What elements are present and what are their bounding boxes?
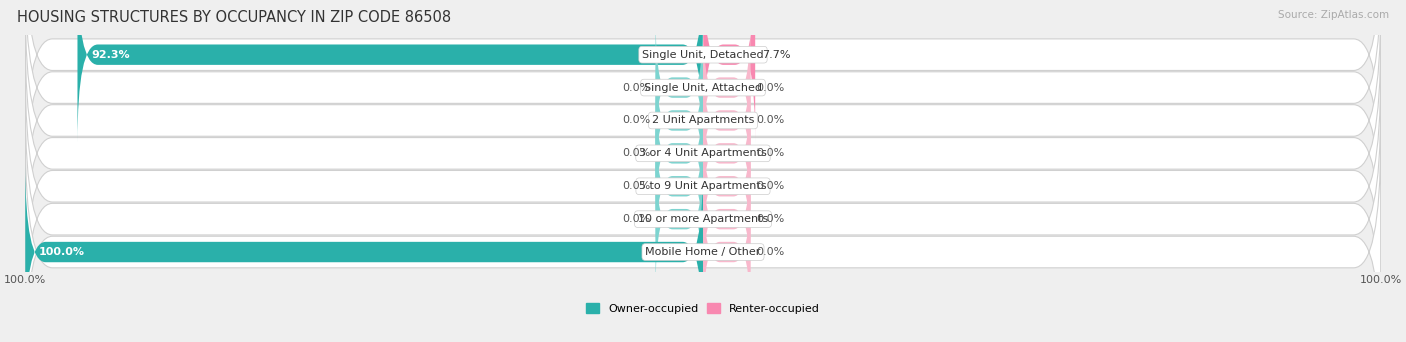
FancyBboxPatch shape <box>703 0 755 143</box>
Text: 5 to 9 Unit Apartments: 5 to 9 Unit Apartments <box>640 181 766 191</box>
Text: 0.0%: 0.0% <box>621 148 650 158</box>
Text: Single Unit, Attached: Single Unit, Attached <box>644 82 762 93</box>
Text: 0.0%: 0.0% <box>621 181 650 191</box>
Text: 7.7%: 7.7% <box>762 50 790 60</box>
FancyBboxPatch shape <box>77 0 703 143</box>
Text: 92.3%: 92.3% <box>91 50 129 60</box>
FancyBboxPatch shape <box>703 49 751 193</box>
Text: 0.0%: 0.0% <box>756 82 785 93</box>
Text: Mobile Home / Other: Mobile Home / Other <box>645 247 761 257</box>
FancyBboxPatch shape <box>655 81 703 225</box>
Legend: Owner-occupied, Renter-occupied: Owner-occupied, Renter-occupied <box>581 299 825 318</box>
FancyBboxPatch shape <box>25 5 1381 236</box>
Text: 0.0%: 0.0% <box>756 181 785 191</box>
Text: 0.0%: 0.0% <box>756 116 785 126</box>
Text: 0.0%: 0.0% <box>756 247 785 257</box>
Text: 0.0%: 0.0% <box>621 116 650 126</box>
FancyBboxPatch shape <box>703 15 751 160</box>
Text: Source: ZipAtlas.com: Source: ZipAtlas.com <box>1278 10 1389 20</box>
FancyBboxPatch shape <box>25 136 1381 342</box>
FancyBboxPatch shape <box>655 114 703 258</box>
FancyBboxPatch shape <box>25 0 1381 203</box>
FancyBboxPatch shape <box>655 15 703 160</box>
FancyBboxPatch shape <box>655 147 703 291</box>
FancyBboxPatch shape <box>703 180 751 324</box>
FancyBboxPatch shape <box>703 81 751 225</box>
Text: 0.0%: 0.0% <box>621 214 650 224</box>
FancyBboxPatch shape <box>655 49 703 193</box>
Text: 100.0%: 100.0% <box>39 247 84 257</box>
FancyBboxPatch shape <box>703 147 751 291</box>
Text: 10 or more Apartments: 10 or more Apartments <box>638 214 768 224</box>
FancyBboxPatch shape <box>25 0 1381 170</box>
FancyBboxPatch shape <box>25 70 1381 302</box>
Text: HOUSING STRUCTURES BY OCCUPANCY IN ZIP CODE 86508: HOUSING STRUCTURES BY OCCUPANCY IN ZIP C… <box>17 10 451 25</box>
FancyBboxPatch shape <box>25 103 1381 335</box>
Text: 0.0%: 0.0% <box>756 148 785 158</box>
FancyBboxPatch shape <box>703 114 751 258</box>
Text: 3 or 4 Unit Apartments: 3 or 4 Unit Apartments <box>640 148 766 158</box>
Text: 2 Unit Apartments: 2 Unit Apartments <box>652 116 754 126</box>
Text: 0.0%: 0.0% <box>756 214 785 224</box>
Text: Single Unit, Detached: Single Unit, Detached <box>643 50 763 60</box>
FancyBboxPatch shape <box>25 163 703 341</box>
FancyBboxPatch shape <box>25 38 1381 269</box>
Text: 0.0%: 0.0% <box>621 82 650 93</box>
